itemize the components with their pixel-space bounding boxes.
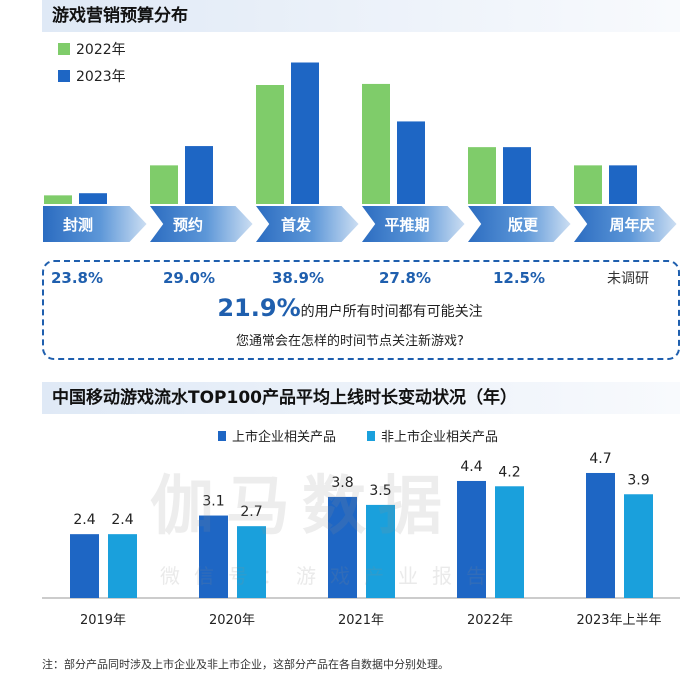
section-title-budget: 游戏营销预算分布 [42,0,680,32]
percent-label-1: 29.0% [163,269,215,287]
legend-label-0: 2022年 [76,42,126,58]
bar-bottom-3-1 [495,486,524,598]
bar-bottom-1-1 [237,526,266,598]
bar-bottom-0-1 [108,534,137,598]
bar-top-2-0 [256,85,284,205]
legend-swatch-0 [58,43,70,55]
stage-label-1: 预约 [173,216,203,234]
bar-bottom-4-0 [586,472,615,598]
bar-bottom-3-0 [457,480,486,598]
bar-bottom-4-1 [624,494,653,598]
arrow-segment-3 [358,204,468,244]
percent-label-4: 12.5% [493,269,545,287]
arrow-segment-5 [570,204,680,244]
bar-top-2-1 [291,62,319,205]
percent-label-2: 38.9% [272,269,324,287]
value-label-2-1: 3.5 [369,483,391,499]
value-label-4-1: 3.9 [627,472,649,488]
arrow-segment-4 [464,204,574,244]
callout-box [42,260,680,360]
legend2-swatch-0 [218,431,226,441]
arrow-segment-0 [41,204,150,244]
bar-bottom-1-0 [199,515,228,598]
bar-top-5-0 [574,165,602,205]
watermark: 伽马数据 [150,470,454,544]
x-tick-label-4: 2023年上半年 [576,613,661,628]
percent-label-3: 27.8% [379,269,431,287]
bar-bottom-2-0 [328,496,357,598]
stage-label-5: 周年庆 [609,216,654,234]
arrow-segment-2 [252,204,362,244]
x-tick-label-0: 2019年 [80,613,126,628]
legend-label-1: 2023年 [76,69,126,85]
value-label-2-0: 3.8 [331,475,353,491]
bar-top-3-1 [397,121,425,205]
value-label-3-0: 4.4 [460,459,482,475]
value-label-1-0: 3.1 [202,494,224,510]
callout-highlight: 21.9% [217,294,301,322]
bar-bottom-0-0 [70,534,99,598]
stage-label-2: 首发 [281,216,312,234]
footnote: 注：部分产品同时涉及上市企业及非上市企业，这部分产品在各自数据中分别处理。 [42,658,449,671]
x-tick-label-3: 2022年 [467,613,513,628]
value-label-0-0: 2.4 [73,512,95,528]
arrow-segment-1 [146,204,256,244]
bar-top-1-0 [150,165,178,205]
bar-top-4-0 [468,147,496,205]
value-label-4-0: 4.7 [589,451,611,467]
callout-main-text: 的用户所有时间都有可能关注 [300,304,483,320]
x-tick-label-2: 2021年 [338,613,384,628]
bar-top-0-0 [44,195,72,205]
value-label-3-1: 4.2 [498,464,520,480]
bar-top-3-0 [362,83,390,205]
stage-label-0: 封测 [63,216,93,234]
legend2-label-0: 上市企业相关产品 [232,429,336,445]
bar-top-4-1 [503,147,531,205]
stage-label-4: 版更 [508,216,539,234]
legend2-swatch-1 [367,431,375,441]
section-title-duration: 中国移动游戏流水TOP100产品平均上线时长变动状况（年） [42,382,680,414]
stage-label-3: 平推期 [384,216,429,234]
percent-label-0: 23.8% [51,269,103,287]
percent-label-5: 未调研 [607,271,649,287]
legend2-label-1: 非上市企业相关产品 [381,429,498,445]
value-label-0-1: 2.4 [111,512,133,528]
bar-top-5-1 [609,165,637,205]
bar-bottom-2-1 [366,504,395,598]
callout-sub-text: 您通常会在怎样的时间节点关注新游戏? [236,334,464,349]
bar-top-0-1 [79,193,107,205]
x-tick-label-1: 2020年 [209,613,255,628]
callout-main-line: 21.9%的用户所有时间都有可能关注 [0,294,700,322]
legend-swatch-1 [58,70,70,82]
watermark-sub: 微信号：游戏产业报告 [160,564,500,588]
value-label-1-1: 2.7 [240,504,262,520]
bar-top-1-1 [185,146,213,205]
